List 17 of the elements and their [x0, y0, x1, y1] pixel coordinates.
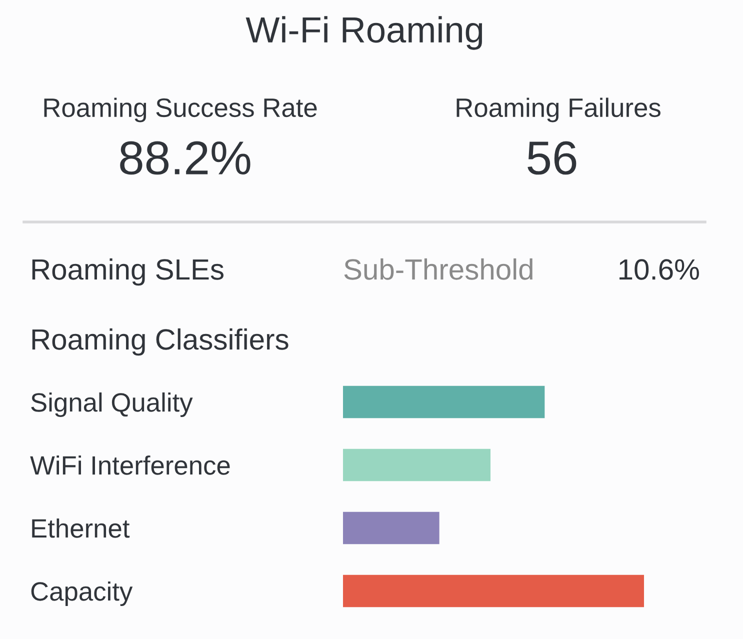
text: Roaming Success Rate — [44, 98, 317, 122]
text: Roaming SLEs — [32, 258, 224, 286]
y-tick-label: Ethernet — [32, 518, 130, 538]
text: Sub-Threshold — [344, 258, 532, 280]
y-tick-label: Capacity — [31, 581, 133, 606]
y-tick-label: Signal Quality — [31, 392, 193, 418]
text: 10.6% — [620, 259, 699, 280]
text: Wi-Fi Roaming — [246, 16, 482, 50]
bar — [343, 574, 644, 608]
chart-title: Roaming Classifiers — [32, 328, 288, 356]
y-tick-label: WiFi Interference — [30, 455, 230, 475]
bar — [343, 386, 545, 418]
bar — [343, 448, 490, 482]
text: Roaming Failures — [456, 98, 660, 122]
text: 88.2% — [120, 141, 250, 175]
bar — [343, 512, 440, 544]
text: 56 — [528, 141, 576, 175]
